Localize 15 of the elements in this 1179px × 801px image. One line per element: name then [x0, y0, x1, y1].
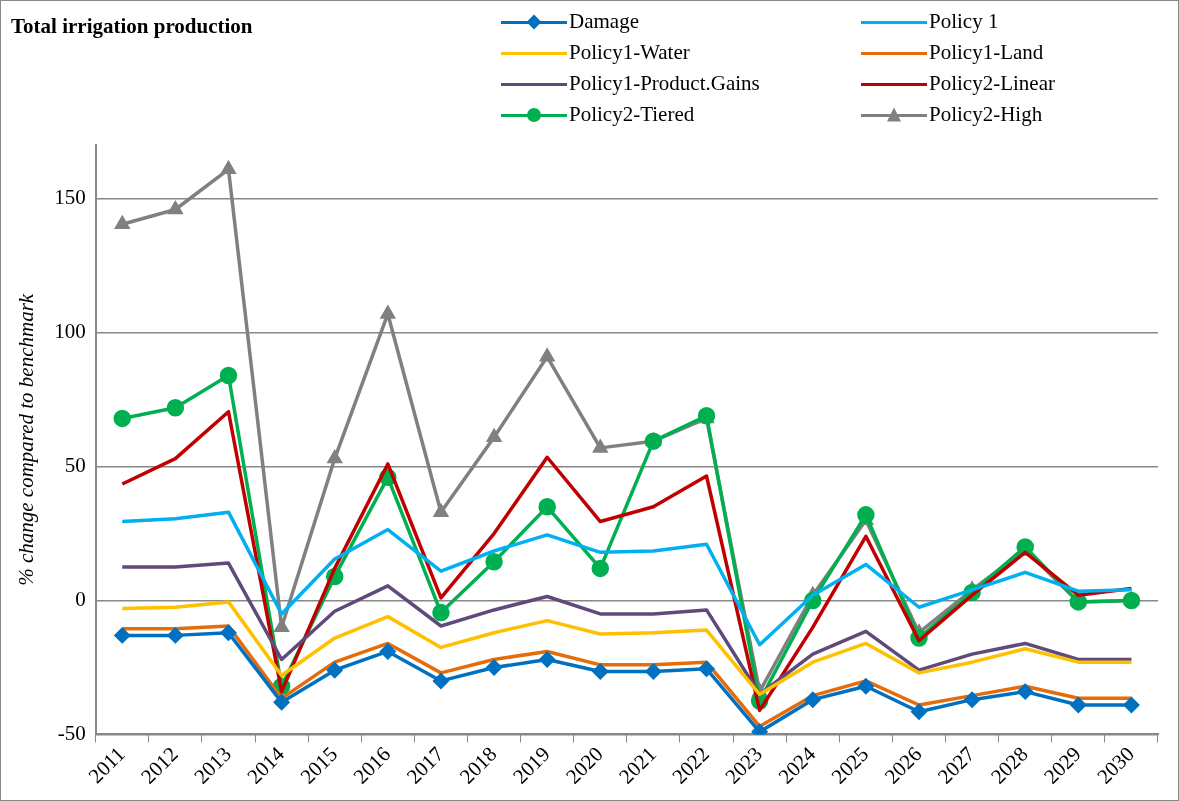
y-axis-title: % change compared to benchmark: [14, 293, 39, 586]
y-tick-label: 100: [54, 319, 86, 344]
y-tick-label: 150: [54, 185, 86, 210]
y-tick-label: -50: [57, 721, 86, 745]
legend-label: Policy2-High: [929, 102, 1043, 127]
legend-label: Policy2-Linear: [929, 71, 1055, 96]
legend-label: Policy1-Water: [569, 40, 690, 65]
legend-label: Policy1-Product.Gains: [569, 71, 760, 96]
legend-label: Policy2-Tiered: [569, 102, 695, 127]
chart-title: Total irrigation production: [11, 14, 253, 39]
legend-label: Policy 1: [929, 9, 999, 34]
y-tick-label: 0: [75, 587, 86, 612]
legend-label: Damage: [569, 9, 639, 34]
y-tick-label: 50: [64, 453, 86, 478]
legend-label: Policy1-Land: [929, 40, 1044, 65]
